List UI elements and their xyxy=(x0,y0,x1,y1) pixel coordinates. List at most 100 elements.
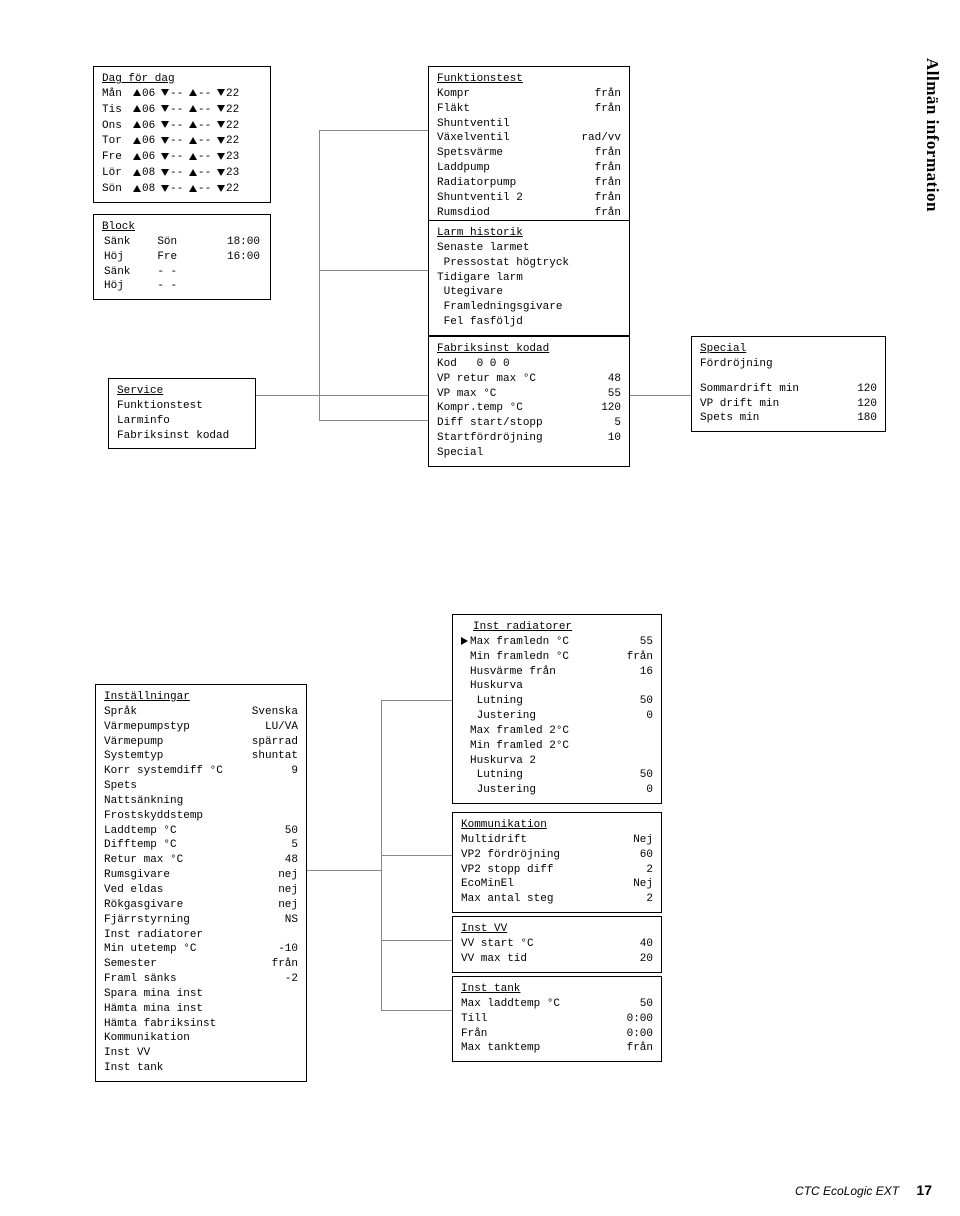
triangle-down-icon xyxy=(217,105,225,112)
list-item: Växelventilrad/vv xyxy=(437,131,621,146)
panel-kommunikation: Kommunikation MultidriftNejVP2 fördröjni… xyxy=(452,812,662,913)
table-row: Sänk- - xyxy=(102,265,262,280)
table-row: HöjFre16:00 xyxy=(102,250,262,265)
day-label: Ons xyxy=(102,119,132,134)
list-item: Nattsänkning xyxy=(104,794,298,809)
day-values: 06----22 xyxy=(132,87,262,102)
funktionstest-list: KomprfrånFläktfrånShuntventilVäxelventil… xyxy=(437,87,621,221)
triangle-down-icon xyxy=(161,153,169,160)
inst-vv-list: VV start °C40VV max tid20 xyxy=(461,937,653,967)
list-item: Utegivare xyxy=(437,285,621,300)
panel-larm-historik: Larm historik Senaste larmet Pressostat … xyxy=(428,220,630,336)
triangle-up-icon xyxy=(189,137,197,144)
list-item: Spara mina inst xyxy=(104,987,298,1002)
panel-fabriksinst: Fabriksinst kodad Kod 0 0 0VP retur max … xyxy=(428,336,630,467)
panel-service: Service FunktionstestLarminfoFabriksinst… xyxy=(108,378,256,449)
fabriks-list: Kod 0 0 0VP retur max °C48VP max °C55Kom… xyxy=(437,357,621,461)
list-item: Difftemp °C5 xyxy=(104,838,298,853)
panel-dag-for-dag: Dag för dag Mån06----22Tis06----22Ons06-… xyxy=(93,66,271,203)
triangle-down-icon xyxy=(161,121,169,128)
day-label: Tor xyxy=(102,134,132,149)
list-item: Funktionstest xyxy=(117,399,247,414)
list-item: Kompr.temp °C120 xyxy=(437,401,621,416)
list-item: Radiatorpumpfrån xyxy=(437,176,621,191)
kommunikation-list: MultidriftNejVP2 fördröjning60VP2 stopp … xyxy=(461,833,653,907)
day-label: Sön xyxy=(102,182,132,197)
triangle-down-icon xyxy=(217,121,225,128)
panel-title: Special xyxy=(700,342,877,357)
list-item: Ved eldasnej xyxy=(104,883,298,898)
day-values: 06----22 xyxy=(132,119,262,134)
list-item: Laddtemp °C50 xyxy=(104,824,298,839)
list-item: VV max tid20 xyxy=(461,952,653,967)
triangle-down-icon xyxy=(161,185,169,192)
triangle-down-icon xyxy=(217,185,225,192)
list-item: VV start °C40 xyxy=(461,937,653,952)
page-number: 17 xyxy=(916,1182,932,1198)
list-item: Justering0 xyxy=(461,783,653,798)
list-item: Startfördröjning10 xyxy=(437,431,621,446)
triangle-up-icon xyxy=(133,153,141,160)
page-footer: CTC EcoLogic EXT 17 xyxy=(795,1182,932,1198)
list-item: VP drift min120 xyxy=(700,397,877,412)
list-item: Värmepumpspärrad xyxy=(104,735,298,750)
triangle-down-icon xyxy=(161,105,169,112)
triangle-up-icon xyxy=(189,153,197,160)
panel-block: Block SänkSön18:00HöjFre16:00Sänk- -Höj-… xyxy=(93,214,271,300)
list-item: Rumsgivarenej xyxy=(104,868,298,883)
list-item: Rumsdiodfrån xyxy=(437,206,621,221)
list-item: Huskurva 2 xyxy=(461,754,653,769)
list-item: Max framledn °C55 xyxy=(461,635,653,650)
list-item: Max antal steg2 xyxy=(461,892,653,907)
list-item: Tidigare larm xyxy=(437,271,621,286)
list-item: Max laddtemp °C50 xyxy=(461,997,653,1012)
list-item: VP retur max °C48 xyxy=(437,372,621,387)
panel-title: Kommunikation xyxy=(461,818,653,833)
triangle-down-icon xyxy=(161,169,169,176)
list-item: Huskurva xyxy=(461,679,653,694)
list-item: Larminfo xyxy=(117,414,247,429)
list-item: Kommunikation xyxy=(104,1031,298,1046)
day-label: Tis xyxy=(102,103,132,118)
special-list: Sommardrift min120VP drift min120Spets m… xyxy=(700,382,877,427)
table-row: SänkSön18:00 xyxy=(102,235,262,250)
list-item: Frostskyddstemp xyxy=(104,809,298,824)
installningar-list: SpråkSvenskaVärmepumpstypLU/VAVärmepumps… xyxy=(104,705,298,1076)
panel-title: Inst tank xyxy=(461,982,653,997)
page-section-title: Allmän information xyxy=(922,58,942,212)
day-grid: Mån06----22Tis06----22Ons06----22Tor06--… xyxy=(102,87,262,197)
list-item: Diff start/stopp5 xyxy=(437,416,621,431)
day-values: 08----22 xyxy=(132,182,262,197)
special-subtitle: Fördröjning xyxy=(700,357,877,372)
inst-radiatorer-list: Max framledn °C55Min framledn °CfrånHusv… xyxy=(461,635,653,798)
list-item: Justering0 xyxy=(461,709,653,724)
list-item: Korr systemdiff °C9 xyxy=(104,764,298,779)
day-values: 06----23 xyxy=(132,150,262,165)
list-item: Fabriksinst kodad xyxy=(117,429,247,444)
panel-title: Dag för dag xyxy=(102,72,262,87)
triangle-up-icon xyxy=(133,105,141,112)
triangle-down-icon xyxy=(217,137,225,144)
list-item: Systemtypshuntat xyxy=(104,749,298,764)
list-item: Framl sänks-2 xyxy=(104,972,298,987)
triangle-up-icon xyxy=(189,105,197,112)
panel-funktionstest: Funktionstest KomprfrånFläktfrånShuntven… xyxy=(428,66,630,226)
list-item: Min framledn °Cfrån xyxy=(461,650,653,665)
panel-special: Special Fördröjning Sommardrift min120VP… xyxy=(691,336,886,432)
panel-title: Inställningar xyxy=(104,690,298,705)
list-item: Hämta mina inst xyxy=(104,1002,298,1017)
list-item: Max tanktempfrån xyxy=(461,1041,653,1056)
list-item: Laddpumpfrån xyxy=(437,161,621,176)
list-item: VP max °C55 xyxy=(437,387,621,402)
list-item: VP2 stopp diff2 xyxy=(461,863,653,878)
panel-title: Block xyxy=(102,220,262,235)
triangle-down-icon xyxy=(161,89,169,96)
list-item: Inst tank xyxy=(104,1061,298,1076)
triangle-down-icon xyxy=(217,169,225,176)
day-values: 08----23 xyxy=(132,166,262,181)
triangle-up-icon xyxy=(133,121,141,128)
panel-title: Service xyxy=(117,384,247,399)
triangle-up-icon xyxy=(133,169,141,176)
list-item: Komprfrån xyxy=(437,87,621,102)
list-item: Max framled 2°C xyxy=(461,724,653,739)
